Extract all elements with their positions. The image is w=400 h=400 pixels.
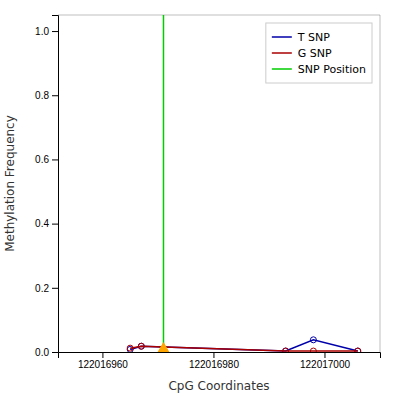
x-tick-mark — [324, 352, 325, 358]
point — [355, 348, 361, 352]
y-tick: 0.4 — [35, 218, 58, 229]
x-tick-label: 122016960 — [78, 359, 128, 370]
x-tick-label: 122016980 — [189, 359, 239, 370]
y-tick-mark — [52, 288, 58, 289]
legend-item: T SNP — [272, 31, 330, 44]
legend-label: SNP Position — [298, 63, 366, 76]
plot: 1220169601220169801220170000.00.20.40.60… — [3, 15, 381, 393]
chart: 1220169601220169801220170000.00.20.40.60… — [0, 0, 400, 400]
legend-label: G SNP — [298, 47, 332, 60]
legend-swatch — [272, 68, 292, 70]
x-axis-title: CpG Coordinates — [168, 379, 269, 393]
legend-swatch — [272, 36, 292, 38]
x-tick: 122017000 — [300, 352, 350, 370]
y-tick-mark — [52, 95, 58, 96]
legend-swatch — [272, 52, 292, 54]
y-tick-label: 1.0 — [35, 26, 49, 37]
x-tick-mark — [102, 352, 103, 358]
x-axis-line — [59, 353, 381, 359]
y-tick-label: 0.2 — [35, 283, 49, 294]
y-tick-mark — [52, 224, 58, 225]
y-tick: 0.8 — [35, 90, 58, 101]
frame — [380, 15, 381, 352]
y-tick-label: 0.0 — [35, 347, 49, 358]
frame — [58, 15, 380, 16]
x-tick: 122016960 — [78, 352, 128, 370]
x-tick: 122016980 — [189, 352, 239, 370]
point — [283, 348, 289, 352]
y-tick-mark — [52, 159, 58, 160]
y-tick-label: 0.4 — [35, 218, 49, 229]
x-tick-mark — [213, 352, 214, 358]
legend-label: T SNP — [297, 31, 330, 44]
y-tick: 0.0 — [35, 347, 58, 358]
y-axis: 0.0 0.2 0.4 0.6 0.8 1.0 — [35, 16, 58, 358]
point — [138, 343, 144, 349]
x-axis: 122016960 122016980 122017000 — [59, 352, 381, 370]
y-tick: 1.0 — [35, 26, 58, 37]
legend-item: SNP Position — [272, 63, 366, 76]
vertical-line — [163, 15, 165, 352]
y-tick: 0.2 — [35, 283, 58, 294]
point — [127, 345, 133, 351]
point — [310, 337, 316, 343]
y-tick-mark — [52, 352, 58, 353]
x-tick-label: 122017000 — [300, 359, 350, 370]
y-tick: 0.6 — [35, 154, 58, 165]
point — [310, 348, 316, 352]
y-tick-label: 0.6 — [35, 154, 49, 165]
y-tick-mark — [52, 31, 58, 32]
legend-box — [266, 23, 372, 83]
legend: T SNP G SNP SNP Position — [266, 23, 372, 83]
legend-item: G SNP — [272, 47, 332, 60]
snp-marker — [156, 343, 170, 352]
y-axis-line — [52, 16, 59, 353]
y-axis-title: Methylation Frequency — [3, 115, 17, 252]
y-tick-label: 0.8 — [35, 90, 49, 101]
